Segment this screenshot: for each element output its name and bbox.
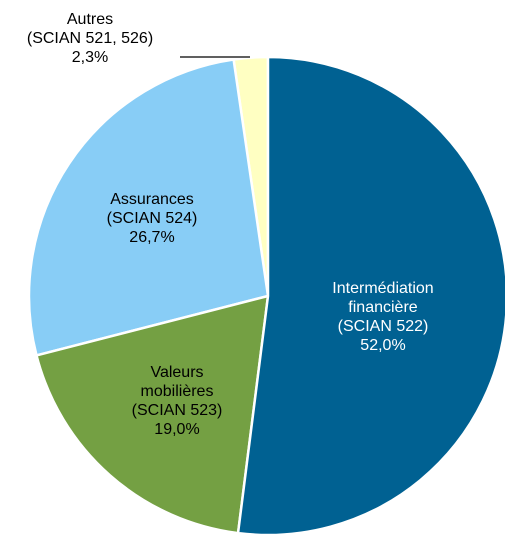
- pie-slice: [27, 58, 270, 357]
- value-label: 26,7%: [129, 229, 175, 246]
- slice-label: Autres (SCIAN 521, 526) 2,3%: [27, 10, 153, 67]
- category-name: Valeurs mobilières (SCIAN 523): [131, 364, 223, 419]
- slice-label: Valeurs mobilières (SCIAN 523) 19,0%: [132, 363, 223, 439]
- slice-label: Assurances (SCIAN 524) 26,7%: [107, 190, 198, 247]
- category-name: Assurances (SCIAN 524): [106, 191, 198, 227]
- value-label: 19,0%: [154, 421, 200, 438]
- value-label: 2,3%: [71, 49, 109, 66]
- pie-slice: [236, 55, 505, 535]
- category-name: Autres (SCIAN 521, 526): [26, 11, 154, 47]
- value-label: 52,0%: [360, 337, 406, 354]
- slice-label: Intermédiation financière (SCIAN 522) 52,…: [332, 279, 433, 355]
- pie-slice: [34, 294, 270, 535]
- category-name: Intermédiation financière (SCIAN 522): [332, 280, 434, 335]
